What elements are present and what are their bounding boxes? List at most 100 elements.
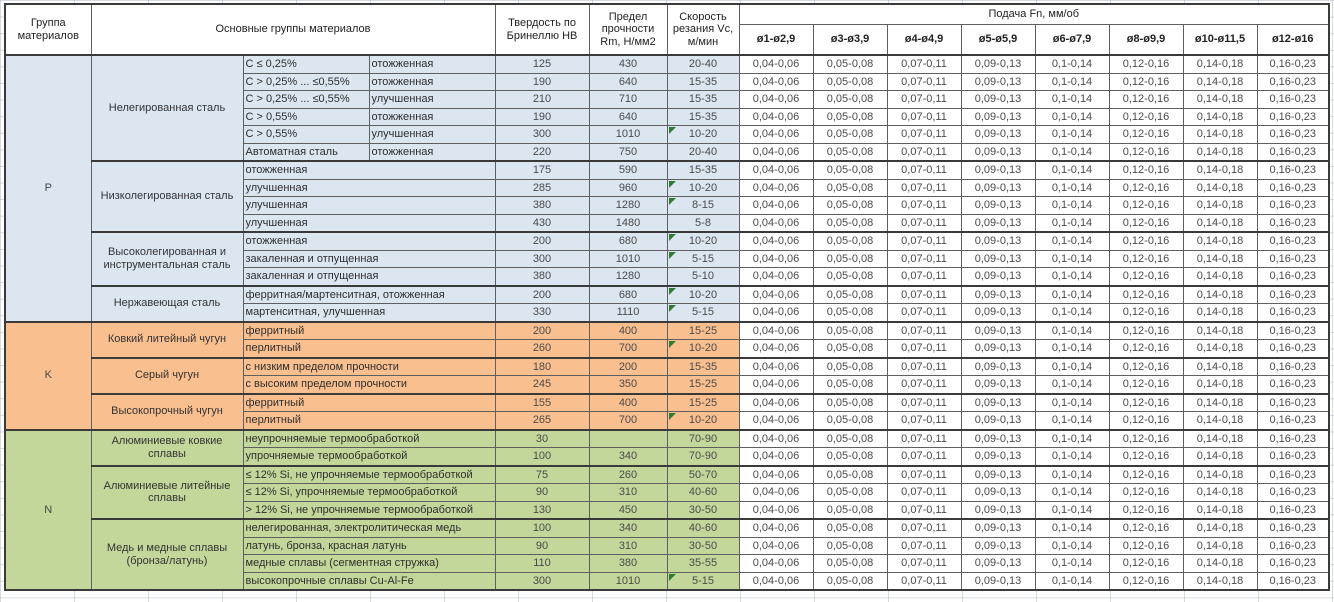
cell-feed-fn: 0,14-0,18 [1182,536,1258,555]
cell-hardness-hb: 220 [494,142,590,162]
cell-feed-fn: 0,12-0,16 [1108,518,1184,538]
table-row: закаленная и отпущенная 300 1010 5-15 0,04-0… [5,249,1330,268]
cell-description: закаленная и отпущенная [242,267,496,286]
table-row: Медь и медные сплавы (бронза/латунь) неле… [5,518,1330,591]
cell-material-subgroup: Алюминиевые ковкие сплавы [90,428,244,466]
cell-feed-fn: 0,1-0,14 [1034,447,1110,466]
cell-feed-fn: 0,16-0,23 [1256,411,1330,430]
table-row: P Нелегированная сталь C ≤ 0,25% отожженная… [4,54,1330,322]
cell-feed-fn: 0,05-0,08 [812,536,888,555]
cell-hardness-hb: 90 [494,483,590,502]
cell-material-subgroup: Высокопрочный чугун [90,392,244,430]
cell-feed-fn: 0,09-0,13 [960,142,1036,162]
cell-feed-fn: 0,16-0,23 [1256,54,1330,74]
cell-feed-fn: 0,09-0,13 [960,90,1036,109]
cell-feed-fn: 0,16-0,23 [1256,90,1330,109]
cell-strength-rm: 380 [588,554,668,573]
cell-feed-fn: 0,05-0,08 [812,125,888,144]
cell-corner-indicator-icon [668,413,676,420]
cell-feed-fn: 0,04-0,06 [738,196,814,215]
cell-cutting-speed-vc: 40-60 [666,483,740,502]
cell-description-state: отожженная [368,54,496,74]
cell-strength-rm: 1480 [588,213,668,233]
cell-strength-rm: 710 [588,90,668,109]
cell-feed-fn: 0,09-0,13 [960,231,1036,251]
cell-feed-fn: 0,12-0,16 [1108,464,1184,484]
table-row: N Алюминиевые ковкие сплавы неупрочняемые … [4,428,1330,591]
cell-hardness-hb: 285 [494,178,590,197]
cell-cutting-speed-vc: 10-20 [666,231,740,251]
cell-feed-fn: 0,12-0,16 [1108,320,1184,340]
cell-feed-fn: 0,1-0,14 [1034,428,1110,448]
cell-feed-fn: 0,07-0,11 [886,500,962,520]
table-body: P Нелегированная сталь C ≤ 0,25% отожженная… [4,54,1330,591]
cell-description: перлитный [242,411,496,430]
cell-feed-fn: 0,16-0,23 [1256,249,1330,268]
cell-corner-indicator-icon [668,341,676,348]
col-header-dia-2: ø3-ø3,9 [812,24,888,56]
cell-strength-rm: 700 [588,411,668,430]
cell-feed-fn: 0,09-0,13 [960,464,1036,484]
cell-feed-fn: 0,14-0,18 [1182,142,1258,162]
cell-feed-fn: 0,04-0,06 [738,284,814,304]
cell-feed-fn: 0,05-0,08 [812,90,888,109]
cell-feed-fn: 0,14-0,18 [1182,303,1258,322]
cell-feed-fn: 0,12-0,16 [1108,54,1184,74]
table-row: C > 0,25% ... ≤0,55% улучшенная 210 710 15-3… [5,90,1330,109]
cell-feed-fn: 0,12-0,16 [1108,428,1184,448]
cell-feed-fn: 0,04-0,06 [738,411,814,430]
cell-feed-fn: 0,09-0,13 [960,213,1036,233]
cell-feed-fn: 0,07-0,11 [886,284,962,304]
cell-feed-fn: 0,04-0,06 [738,142,814,162]
cell-cutting-speed-vc: 15-25 [666,392,740,412]
cell-feed-fn: 0,1-0,14 [1034,356,1110,376]
cell-hardness-hb: 300 [494,125,590,144]
col-header-dia-6: ø8-ø9,9 [1108,24,1184,56]
cell-feed-fn: 0,16-0,23 [1256,196,1330,215]
cell-feed-fn: 0,12-0,16 [1108,447,1184,466]
cell-feed-fn: 0,07-0,11 [886,375,962,394]
cell-hardness-hb: 300 [494,571,590,591]
cell-feed-fn: 0,1-0,14 [1034,303,1110,322]
cell-feed-fn: 0,05-0,08 [812,554,888,573]
cell-feed-fn: 0,14-0,18 [1182,90,1258,109]
cell-feed-fn: 0,12-0,16 [1108,142,1184,162]
cell-strength-rm: 260 [588,464,668,484]
cell-material-subgroup: Нелегированная сталь [90,54,244,162]
cell-feed-fn: 0,09-0,13 [960,160,1036,180]
cell-feed-fn: 0,09-0,13 [960,284,1036,304]
cell-feed-fn: 0,12-0,16 [1108,571,1184,591]
cell-feed-fn: 0,09-0,13 [960,428,1036,448]
cell-feed-fn: 0,05-0,08 [812,447,888,466]
col-header-material-group: Группа материалов [4,3,92,56]
cell-feed-fn: 0,14-0,18 [1182,447,1258,466]
cell-feed-fn: 0,04-0,06 [738,375,814,394]
cell-material-subgroup: Серый чугун [90,356,244,394]
cell-feed-fn: 0,1-0,14 [1034,72,1110,91]
cell-feed-fn: 0,16-0,23 [1256,107,1330,126]
cell-feed-fn: 0,12-0,16 [1108,107,1184,126]
cell-feed-fn: 0,14-0,18 [1182,72,1258,91]
cell-hardness-hb: 210 [494,90,590,109]
cell-strength-rm: 640 [588,107,668,126]
cell-feed-fn: 0,12-0,16 [1108,231,1184,251]
cell-feed-fn: 0,1-0,14 [1034,107,1110,126]
cell-feed-fn: 0,16-0,23 [1256,447,1330,466]
table-row: Нержавеющая сталь ферритная/мартенситная,… [5,284,1330,322]
cell-feed-fn: 0,09-0,13 [960,249,1036,268]
cell-description-state: улучшенная [368,90,496,109]
table-row: закаленная и отпущенная 380 1280 5-10 0,04-0… [5,267,1330,286]
cell-feed-fn: 0,07-0,11 [886,464,962,484]
col-header-dia-5: ø6-ø7,9 [1034,24,1110,56]
cell-group-letter: P [4,54,92,322]
cell-feed-fn: 0,05-0,08 [812,231,888,251]
cell-hardness-hb: 190 [494,72,590,91]
table-row: улучшенная 285 960 10-20 0,04-0,06 0,05-0,08 0… [5,178,1330,197]
cell-hardness-hb: 265 [494,411,590,430]
cell-feed-fn: 0,07-0,11 [886,356,962,376]
cell-feed-fn: 0,05-0,08 [812,392,888,412]
cell-feed-fn: 0,04-0,06 [738,483,814,502]
cell-feed-fn: 0,1-0,14 [1034,339,1110,358]
cell-feed-fn: 0,14-0,18 [1182,160,1258,180]
cell-feed-fn: 0,1-0,14 [1034,284,1110,304]
